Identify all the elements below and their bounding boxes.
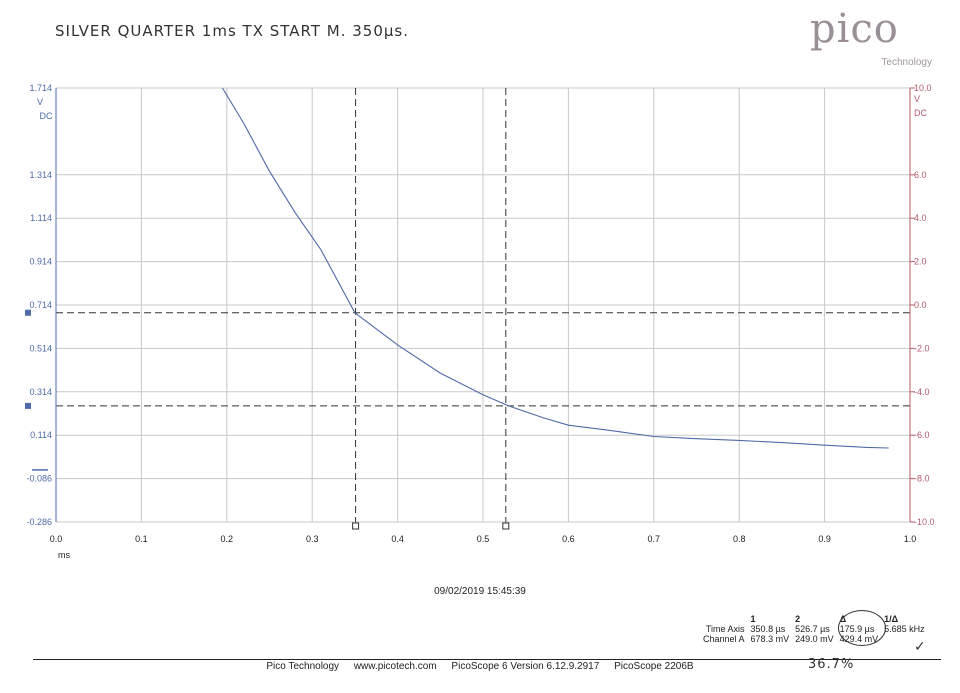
oscilloscope-chart: 0.0 0.1 0.2 0.3 0.4 0.5 0.6 0.7 0.8 0.9 1.0 ms 1.714…: [25, 83, 935, 560]
y-right-tick-label: -2.0: [914, 343, 930, 353]
y-left-tick-label: 0.314: [29, 387, 52, 397]
x-axis-unit: ms: [58, 550, 70, 560]
y-right-tick-label: 4.0: [914, 213, 927, 223]
measurement-readout: 1 2 Δ 1/Δ Time Axis 350.8 µs 526.7 µs 17…: [700, 614, 928, 644]
logo-tagline: Technology: [881, 57, 932, 68]
x-tick-label: 1.0: [904, 534, 917, 544]
time-ruler-handle: [502, 522, 510, 530]
y-right-coupling: DC: [914, 108, 927, 118]
handwritten-percent: 36.7%: [808, 657, 855, 672]
channel-a-trace: [222, 87, 889, 449]
y-left-tick-label: 0.114: [30, 430, 52, 440]
time-ruler-handle: [352, 522, 360, 530]
axes-group: 0.0 0.1 0.2 0.3 0.4 0.5 0.6 0.7 0.8 0.9 1.0 ms 1.714…: [26, 83, 934, 560]
x-tick-label: 0.9: [818, 534, 831, 544]
y-right-tick-label: -6.0: [914, 430, 930, 440]
x-tick-label: 0.3: [306, 534, 319, 544]
x-tick-label: 0.5: [477, 534, 490, 544]
y-right-tick-label: -4.0: [914, 387, 930, 397]
cursor-rulers: [25, 88, 910, 530]
chart-grid: [55, 87, 911, 523]
readout-row-channel: Channel A 678.3 mV 249.0 mV 429.4 mV: [700, 634, 928, 644]
readout-value: 526.7 µs: [795, 624, 830, 634]
capture-timestamp: 09/02/2019 15:45:39: [434, 586, 526, 597]
footer-software: PicoScope 6 Version 6.12.9.2917: [451, 661, 600, 672]
handwritten-note: SILVER QUARTER 1ms TX START M. 350µs.: [55, 22, 410, 40]
y-left-tick-label: 1.314: [29, 170, 52, 180]
y-left-tick-label: 1.714: [29, 83, 52, 93]
y-right-tick-label: 0.0: [914, 300, 927, 310]
readout-value: 678.3 mV: [750, 634, 790, 644]
footer-website: www.picotech.com: [353, 661, 437, 672]
readout-col-1: 1: [750, 614, 756, 624]
footer: Pico Technology www.picotech.com PicoSco…: [0, 661, 960, 672]
y-left-tick-label: 0.714: [29, 300, 52, 310]
readout-corner: [700, 614, 748, 624]
y-right-tick-label: 2.0: [914, 257, 927, 267]
y-right-tick-label: 6.0: [914, 170, 927, 180]
voltage-ruler-handle: [25, 309, 31, 316]
x-tick-label: 0.1: [135, 534, 148, 544]
y-left-tick-label: 0.514: [29, 343, 52, 353]
y-left-tick-label: 1.114: [30, 213, 52, 223]
readout-col-2: 2: [795, 614, 801, 624]
voltage-ruler-handle: [25, 402, 31, 409]
y-left-tick-label: 0.914: [29, 257, 52, 267]
y-right-unit: V: [914, 94, 920, 104]
y-right-tick-label: 10.0: [914, 83, 932, 93]
x-tick-label: 0.0: [50, 534, 63, 544]
y-left-tick-label: -0.286: [26, 517, 52, 527]
y-right-tick-label: -8.0: [914, 474, 930, 484]
readout-value: 249.0 mV: [795, 634, 834, 644]
x-tick-label: 0.7: [648, 534, 661, 544]
footer-divider: [33, 659, 941, 660]
y-left-coupling: DC: [40, 111, 53, 121]
y-left-tick-label: -0.086: [26, 474, 52, 484]
readout-label: Channel A: [703, 634, 745, 644]
x-tick-label: 0.6: [562, 534, 575, 544]
readout-value: 5.685 kHz: [884, 624, 925, 634]
readout-header-row: 1 2 Δ 1/Δ: [700, 614, 928, 624]
x-tick-label: 0.2: [221, 534, 234, 544]
footer-device: PicoScope 2206B: [614, 661, 694, 672]
pico-logo: pico Technology: [808, 6, 938, 72]
trace-group: [222, 87, 889, 449]
handwritten-check-icon: ✓: [914, 639, 927, 655]
footer-company: Pico Technology: [266, 661, 340, 672]
readout-label: Time Axis: [705, 624, 745, 634]
y-left-unit: V: [37, 97, 43, 107]
logo-word: pico: [810, 6, 899, 52]
handwritten-circle: [838, 610, 886, 646]
x-tick-label: 0.8: [733, 534, 746, 544]
x-tick-label: 0.4: [391, 534, 404, 544]
readout-row-time: Time Axis 350.8 µs 526.7 µs 175.9 µs 5.6…: [700, 624, 928, 634]
readout-value: 350.8 µs: [750, 624, 786, 634]
readout-col-inv-delta: 1/Δ: [884, 614, 899, 624]
y-right-tick-label: -10.0: [914, 517, 935, 527]
